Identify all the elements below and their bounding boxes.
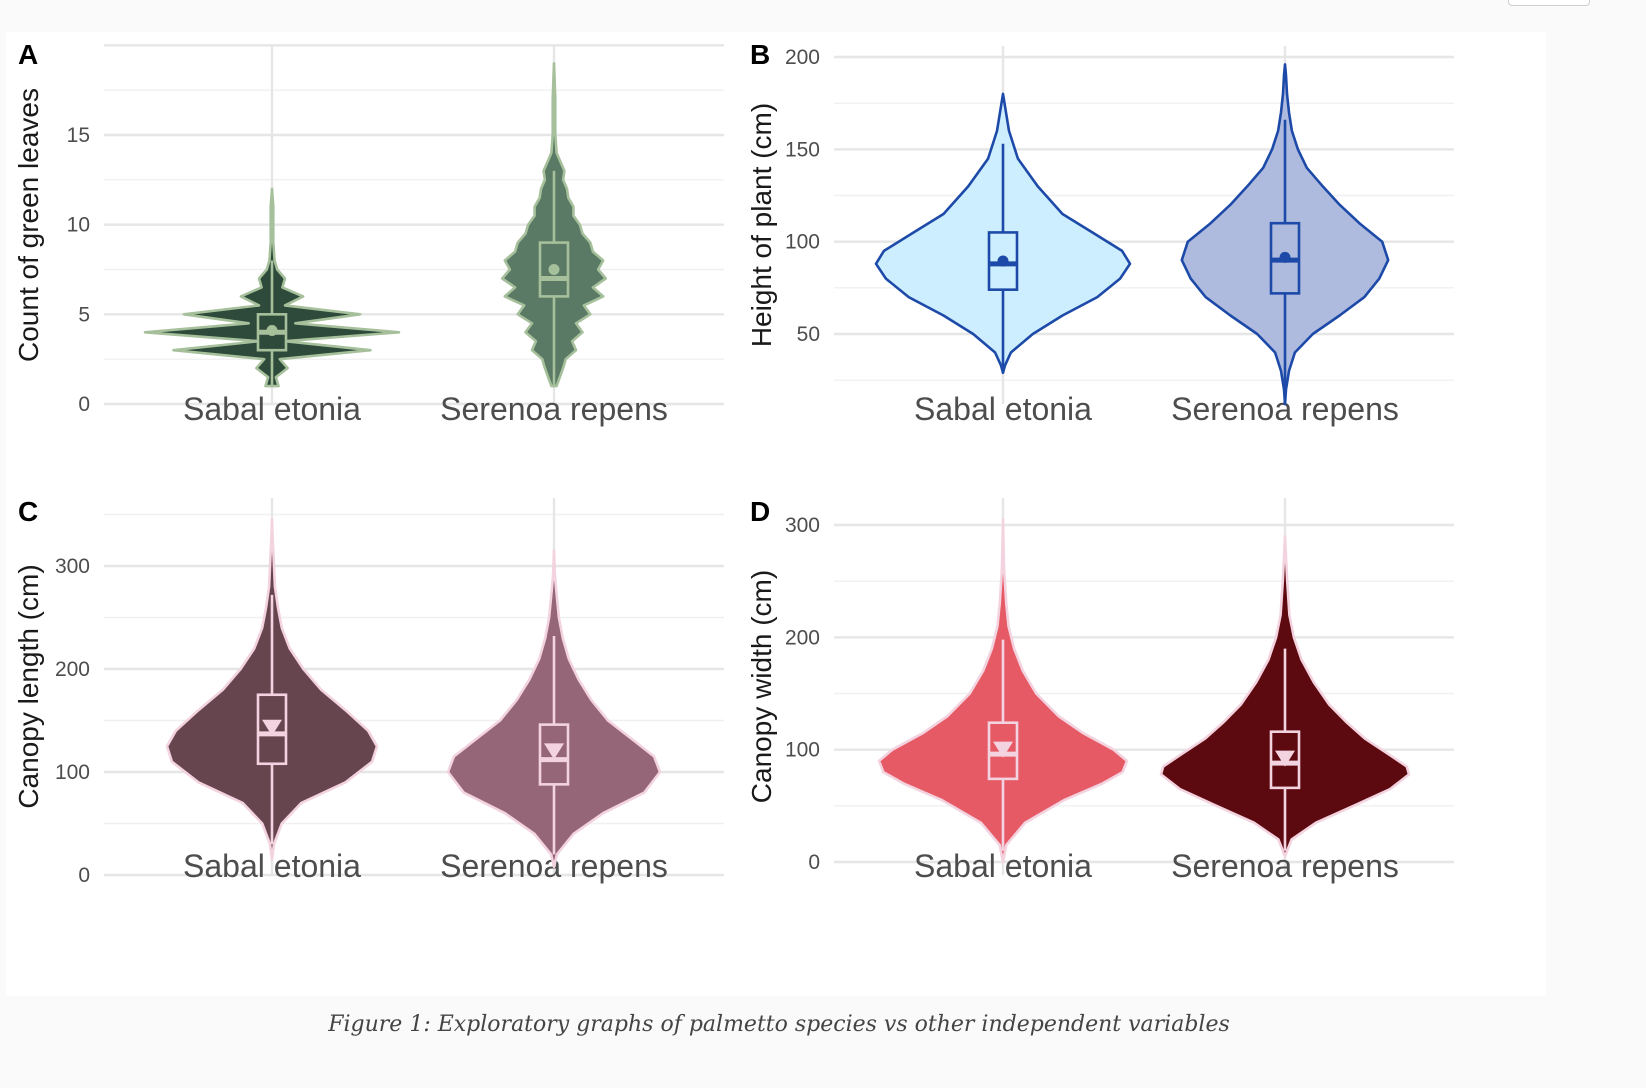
y-tick-label: 100	[55, 761, 90, 784]
y-tick-label: 10	[67, 214, 90, 237]
panel-tag: A	[18, 39, 38, 70]
y-tick-label: 200	[785, 46, 820, 69]
y-tick-label: 0	[78, 393, 90, 416]
mean-marker	[262, 719, 282, 736]
y-tick-label: 15	[67, 124, 90, 147]
panel-tag: D	[750, 496, 770, 527]
mean-marker	[266, 324, 278, 336]
figure-svg: 0 5 10 15 Sabal etonia Serenoa repens Count of…	[13, 39, 1454, 887]
y-tick-label: 100	[785, 739, 820, 762]
y-tick-label: 300	[55, 555, 90, 578]
box	[538, 241, 570, 298]
mean-marker	[997, 255, 1009, 267]
top-right-button[interactable]	[1508, 0, 1590, 6]
mean-marker	[993, 741, 1013, 758]
mean-marker	[1275, 750, 1295, 767]
figure-caption: Figure 1: Exploratory graphs of palmetto…	[328, 1012, 1230, 1037]
figure-panel: 0 5 10 15 Sabal etonia Serenoa repens Count of…	[6, 32, 1546, 996]
panel-tag: B	[750, 39, 770, 70]
x-tick-label: Serenoa repens	[440, 391, 668, 427]
y-tick-label: 200	[785, 626, 820, 649]
y-tick-label: 100	[785, 231, 820, 254]
mean-marker	[544, 743, 564, 760]
mean-marker	[1279, 251, 1291, 263]
y-tick-label: 5	[78, 303, 90, 326]
y-axis-title: Canopy width (cm)	[746, 570, 777, 803]
x-tick-label: Sabal etonia	[914, 391, 1092, 427]
x-tick-label: Sabal etonia	[183, 391, 361, 427]
y-tick-label: 200	[55, 658, 90, 681]
panel-tag: C	[18, 496, 38, 527]
y-axis-title: Count of green leaves	[13, 88, 44, 362]
y-tick-label: 0	[78, 864, 90, 887]
chart-panel-a: 0 5 10 15 Sabal etonia Serenoa repens Count of…	[13, 39, 724, 427]
y-tick-label: 50	[797, 323, 820, 346]
y-tick-label: 0	[808, 851, 820, 874]
y-axis-title: Canopy length (cm)	[13, 564, 44, 808]
y-axis-title: Height of plant (cm)	[746, 103, 777, 347]
y-tick-label: 300	[785, 514, 820, 537]
mean-marker	[548, 264, 560, 275]
y-tick-label: 150	[785, 138, 820, 161]
